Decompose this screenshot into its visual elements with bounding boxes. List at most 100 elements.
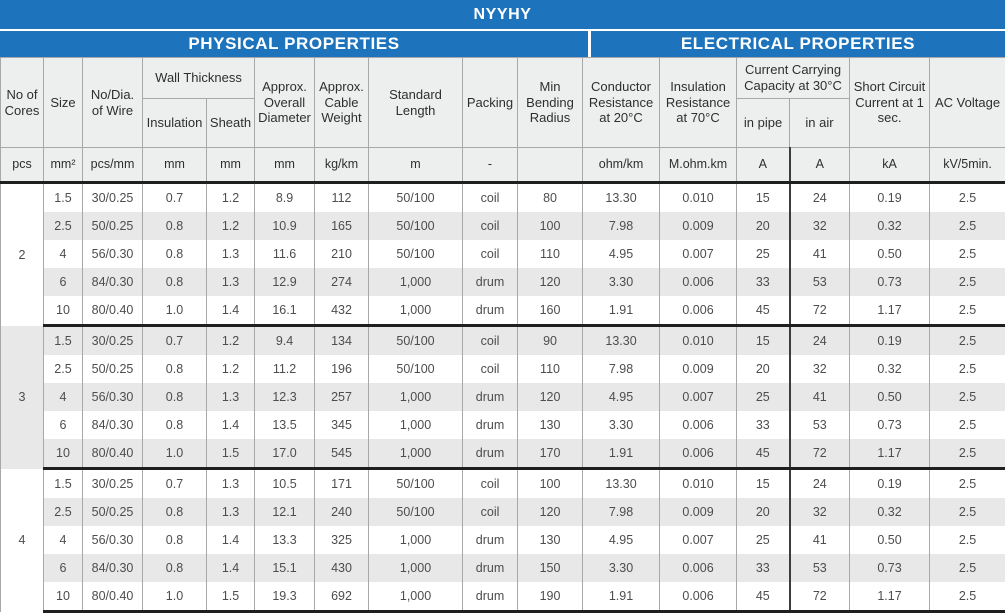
cell-diameter: 10.9 [255,212,315,240]
cell-in-pipe: 45 [737,582,790,612]
unit-short-circuit: kA [850,148,930,183]
cell-size: 10 [44,582,83,612]
cell-insulation: 0.7 [143,326,207,356]
cell-short-circuit: 0.50 [850,240,930,268]
cell-sheath: 1.4 [207,554,255,582]
cell-ac-voltage: 2.5 [930,183,1005,213]
cell-weight: 112 [315,183,369,213]
table-head: No of Cores Size No/Dia. of Wire Wall Th… [1,58,1005,183]
cell-in-air: 41 [790,526,850,554]
cell-bending: 120 [518,498,583,526]
cell-insulation: 1.0 [143,296,207,326]
cell-short-circuit: 0.32 [850,355,930,383]
cell-ac-voltage: 2.5 [930,411,1005,439]
cell-bending: 80 [518,183,583,213]
cell-ac-voltage: 2.5 [930,469,1005,499]
cell-wire: 56/0.30 [83,240,143,268]
table-title-banner: NYYHY [0,0,1005,29]
cell-ac-voltage: 2.5 [930,526,1005,554]
cell-short-circuit: 0.19 [850,326,930,356]
cell-length: 50/100 [369,326,463,356]
cell-size: 2.5 [44,355,83,383]
cell-length: 1,000 [369,526,463,554]
cell-length: 1,000 [369,411,463,439]
cell-wire: 84/0.30 [83,554,143,582]
col-header-no-of-cores: No of Cores [1,58,44,148]
cell-in-air: 32 [790,212,850,240]
cell-wire: 30/0.25 [83,326,143,356]
unit-in-air: A [790,148,850,183]
col-header-insulation: Insulation [143,99,207,148]
cell-diameter: 12.9 [255,268,315,296]
cell-ins-res: 0.009 [660,498,737,526]
cell-cond-res: 1.91 [583,296,660,326]
cell-size: 4 [44,383,83,411]
cell-cond-res: 7.98 [583,355,660,383]
cell-size: 4 [44,526,83,554]
cell-sheath: 1.3 [207,498,255,526]
cell-length: 1,000 [369,383,463,411]
unit-sheath: mm [207,148,255,183]
unit-ac-voltage: kV/5min. [930,148,1005,183]
cell-length: 50/100 [369,212,463,240]
cell-length: 1,000 [369,296,463,326]
cell-length: 50/100 [369,469,463,499]
cell-insulation: 0.8 [143,212,207,240]
cell-diameter: 16.1 [255,296,315,326]
cell-wire: 80/0.40 [83,439,143,469]
cell-ac-voltage: 2.5 [930,498,1005,526]
cell-ins-res: 0.006 [660,411,737,439]
cell-ac-voltage: 2.5 [930,355,1005,383]
cell-bending: 150 [518,554,583,582]
cell-in-pipe: 20 [737,355,790,383]
cell-weight: 345 [315,411,369,439]
cell-in-pipe: 33 [737,411,790,439]
col-header-diameter: Approx. Overall Diameter [255,58,315,148]
cell-short-circuit: 0.32 [850,212,930,240]
cell-in-air: 41 [790,383,850,411]
cell-wire: 84/0.30 [83,268,143,296]
cell-ins-res: 0.006 [660,582,737,612]
cell-diameter: 11.6 [255,240,315,268]
cell-in-pipe: 20 [737,498,790,526]
unit-cores: pcs [1,148,44,183]
cell-weight: 545 [315,439,369,469]
cell-short-circuit: 1.17 [850,582,930,612]
cell-ins-res: 0.006 [660,439,737,469]
cell-weight: 165 [315,212,369,240]
cell-insulation: 1.0 [143,439,207,469]
cell-in-air: 32 [790,498,850,526]
cell-bending: 120 [518,383,583,411]
cell-packing: coil [463,240,518,268]
col-header-size: Size [44,58,83,148]
section-header-electrical: ELECTRICAL PROPERTIES [591,31,1005,57]
cell-insulation: 0.7 [143,183,207,213]
cell-in-pipe: 15 [737,183,790,213]
cell-in-pipe: 25 [737,526,790,554]
col-header-ccc: Current Carrying Capacity at 30°C [737,58,850,99]
cell-sheath: 1.3 [207,469,255,499]
cell-cond-res: 3.30 [583,554,660,582]
cell-wire: 80/0.40 [83,582,143,612]
cell-in-air: 72 [790,439,850,469]
cell-short-circuit: 0.19 [850,183,930,213]
cell-in-air: 32 [790,355,850,383]
cell-cond-res: 1.91 [583,582,660,612]
cell-in-pipe: 25 [737,383,790,411]
cell-in-pipe: 45 [737,439,790,469]
cell-ins-res: 0.009 [660,355,737,383]
cell-wire: 56/0.30 [83,383,143,411]
cell-ac-voltage: 2.5 [930,554,1005,582]
cell-size: 6 [44,268,83,296]
cell-bending: 120 [518,268,583,296]
cell-length: 1,000 [369,268,463,296]
cell-in-air: 53 [790,554,850,582]
cell-size: 1.5 [44,183,83,213]
cell-weight: 134 [315,326,369,356]
cell-length: 1,000 [369,582,463,612]
cell-ac-voltage: 2.5 [930,439,1005,469]
